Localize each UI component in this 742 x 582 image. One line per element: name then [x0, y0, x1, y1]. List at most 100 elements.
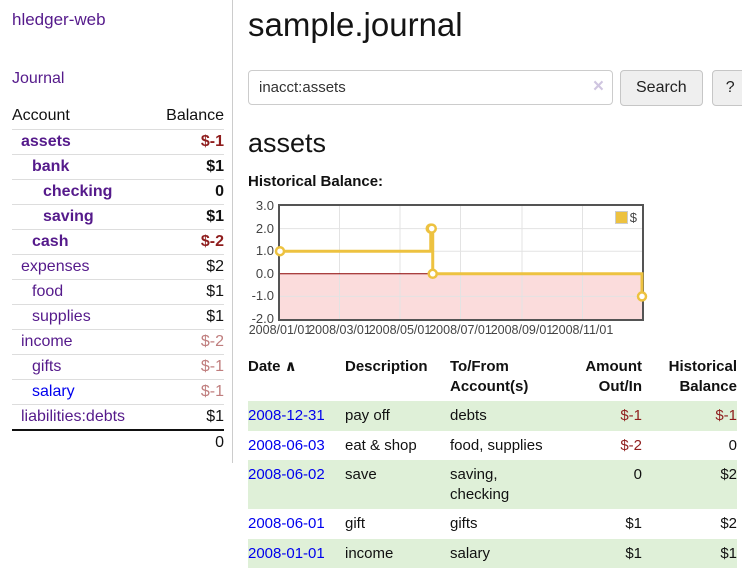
account-row: cash $-2 [12, 229, 224, 255]
account-balance: $1 [152, 279, 224, 305]
sidebar-item-journal[interactable]: Journal [12, 70, 65, 87]
account-balance: $-1 [152, 129, 224, 155]
account-name-cell: gifts [12, 354, 153, 380]
transaction-date-cell: 2008-06-03 [248, 431, 345, 461]
transaction-balance: $-1 [715, 407, 737, 425]
search-bar: × Search ? [248, 69, 742, 106]
account-link-liabilities-debts[interactable]: liabilities:debts [21, 408, 126, 425]
transaction-date-link[interactable]: 2008-06-01 [248, 515, 325, 533]
account-link-gifts[interactable]: gifts [32, 358, 62, 375]
transaction-accounts: saving, checking [450, 466, 510, 503]
x-axis-tick-label: 2008/03/01 [308, 322, 371, 337]
account-balance: $-2 [152, 329, 224, 355]
account-name-cell: assets [12, 129, 153, 155]
historical-balance-chart: $ 2008/01/01 2008/03/01 2008/05/01 2008/07/… [248, 198, 648, 339]
account-name-cell: checking [12, 179, 153, 205]
transaction-date-link[interactable]: 2008-06-02 [248, 466, 325, 484]
account-link-income[interactable]: income [21, 333, 73, 350]
account-link-checking[interactable]: checking [43, 183, 113, 200]
transaction-accounts: debts [450, 407, 487, 425]
account-balance: $-2 [152, 229, 224, 255]
transaction-date-cell: 2008-06-02 [248, 460, 345, 509]
accounts-total-value: 0 [152, 429, 224, 455]
search-button[interactable]: Search [620, 69, 703, 106]
account-link-food[interactable]: food [32, 283, 64, 300]
y-axis-tick-label: 2.0 [255, 220, 274, 236]
account-link-saving[interactable]: saving [43, 208, 94, 225]
legend-swatch-icon [614, 210, 628, 224]
account-name-cell: bank [12, 154, 153, 180]
chart-x-axis-labels: 2008/01/01 2008/03/01 2008/05/01 2008/07/01… [249, 321, 648, 339]
transaction-description: pay off [345, 407, 390, 425]
account-balance: $1 [152, 304, 224, 330]
transaction-date-link[interactable]: 2008-01-01 [248, 544, 325, 562]
account-link-cash[interactable]: cash [32, 233, 69, 250]
y-axis-tick-label: -1.0 [251, 288, 274, 304]
data-point-marker [427, 268, 438, 279]
account-name-cell: supplies [12, 304, 153, 330]
transaction-amount: $1 [625, 515, 642, 533]
account-balance: $-1 [152, 354, 224, 380]
account-name-cell: income [12, 329, 153, 355]
y-axis-tick-label: -2.0 [251, 310, 274, 326]
transaction-date-link[interactable]: 2008-12-31 [248, 407, 325, 425]
transaction-row: 2008-06-01 gift gifts $1 $2 [248, 509, 737, 539]
account-balance: 0 [152, 179, 224, 205]
account-name-cell: saving [12, 204, 153, 230]
transaction-date-cell: 2008-01-01 [248, 539, 345, 569]
app-window: hledger-web Journal Account Balance asse… [12, 0, 742, 569]
account-row: supplies $1 [12, 304, 224, 330]
register-column-date[interactable]: Date ∧ [248, 357, 297, 375]
account-balance: $2 [152, 254, 224, 280]
transaction-description: eat & shop [345, 436, 417, 454]
account-row: gifts $-1 [12, 354, 224, 380]
account-balance: $1 [152, 154, 224, 180]
transaction-accounts: food, supplies [450, 436, 543, 454]
transaction-amount: $1 [625, 544, 642, 562]
accounts-column-header: Account [12, 107, 70, 124]
data-point-marker [426, 223, 437, 234]
account-link-assets[interactable]: assets [21, 133, 71, 150]
balance-column-header: Balance [166, 107, 224, 124]
accounts-total-spacer [12, 429, 153, 455]
brand-link[interactable]: hledger-web [12, 10, 106, 29]
transaction-balance: $2 [720, 515, 737, 533]
chart-canvas [274, 205, 648, 319]
transaction-date-cell: 2008-06-01 [248, 509, 345, 539]
x-axis-tick-label: 2008/01/01 [248, 322, 312, 337]
account-link-supplies[interactable]: supplies [32, 308, 91, 325]
x-axis-tick-label: 2008/09/01 [490, 322, 554, 337]
account-name-cell: expenses [12, 254, 153, 280]
account-row: bank $1 [12, 154, 224, 180]
page-title: sample.journal [248, 6, 463, 43]
transaction-balance: $1 [720, 544, 737, 562]
account-name-cell: cash [12, 229, 153, 255]
account-row: assets $-1 [12, 129, 224, 155]
register-column-description: Description [345, 357, 428, 375]
register-column-balance: Historical Balance [668, 357, 737, 396]
data-point-marker [636, 291, 648, 302]
x-axis-tick-label: 2008/05/01 [368, 322, 432, 337]
transaction-accounts: salary [450, 544, 491, 562]
search-input[interactable] [248, 70, 613, 106]
register-table: Date ∧ Description To/From Account(s) Amount… [248, 353, 737, 569]
clear-search-icon[interactable]: × [592, 76, 604, 98]
transaction-amount: $-2 [620, 436, 642, 454]
account-name-cell: salary [12, 379, 153, 405]
transaction-accounts: gifts [450, 515, 478, 533]
account-link-expenses[interactable]: expenses [21, 258, 90, 275]
transaction-row: 2008-01-01 income salary $1 $1 [248, 538, 737, 569]
register-column-accounts: To/From Account(s) [450, 357, 529, 396]
transaction-date-link[interactable]: 2008-06-03 [248, 436, 325, 454]
account-link-salary[interactable]: salary [32, 383, 75, 400]
account-name-cell: food [12, 279, 153, 305]
transaction-date-cell: 2008-12-31 [248, 401, 345, 431]
transaction-amount: $-1 [620, 407, 642, 425]
search-input-wrap: × [248, 70, 613, 106]
accounts-table-header: Account Balance [12, 104, 224, 130]
account-link-bank[interactable]: bank [32, 158, 70, 175]
help-button[interactable]: ? [711, 69, 742, 106]
data-point-marker [274, 245, 286, 257]
transaction-description: save [345, 466, 377, 484]
register-column-amount: Amount Out/In [585, 357, 642, 396]
